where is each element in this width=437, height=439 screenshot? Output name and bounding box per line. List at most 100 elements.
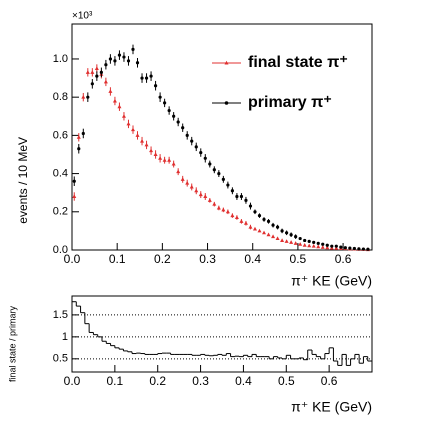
y-tick-label: 1 — [62, 331, 68, 343]
x-tick-label: 0.3 — [199, 252, 216, 266]
x-tick-label: 0.6 — [335, 252, 352, 266]
data-point — [140, 138, 145, 143]
data-point — [180, 177, 185, 181]
data-point — [190, 139, 194, 143]
data-point — [189, 184, 194, 189]
data-point — [221, 207, 226, 212]
y-multiplier: ×10³ — [72, 11, 93, 22]
x-tick-label: 0.3 — [192, 374, 209, 388]
data-point — [94, 66, 99, 71]
data-point — [289, 233, 293, 237]
data-point — [262, 230, 267, 235]
data-point — [108, 89, 113, 93]
data-point — [126, 121, 131, 126]
data-point — [253, 210, 257, 214]
data-point — [199, 150, 203, 155]
legend-marker — [224, 101, 229, 105]
data-point — [149, 148, 154, 153]
legend-label: primary π⁺ — [248, 94, 332, 111]
data-point — [266, 219, 271, 223]
y-axis-label: events / 10 MeV — [16, 137, 30, 224]
data-point — [167, 158, 172, 162]
data-point — [198, 192, 203, 197]
data-point — [234, 215, 239, 220]
data-point — [280, 229, 284, 233]
data-point — [325, 245, 330, 250]
data-point — [325, 243, 329, 247]
data-point — [103, 79, 108, 84]
data-point — [153, 84, 158, 88]
ratio-frame — [71, 295, 373, 373]
data-point — [221, 177, 225, 181]
data-point — [158, 156, 163, 160]
data-point — [162, 158, 167, 162]
data-point — [77, 147, 81, 151]
x-axis-label: π⁺ KE (GeV) — [291, 273, 372, 289]
data-point — [212, 168, 216, 172]
data-point — [239, 194, 244, 199]
data-point — [248, 224, 253, 229]
data-point — [339, 245, 343, 249]
data-point — [95, 74, 99, 78]
data-point — [226, 183, 230, 187]
y-tick-label: 0.8 — [53, 91, 68, 103]
y-tick-label: 1.0 — [53, 53, 68, 65]
ratio-y-axis-label: final state / primary — [7, 305, 17, 382]
legend-label: final state π⁺ — [248, 54, 348, 71]
y-tick-label: 0.5 — [53, 353, 68, 365]
data-point — [131, 47, 135, 52]
data-point — [294, 235, 298, 239]
data-point — [153, 152, 158, 156]
data-point — [158, 95, 162, 99]
data-point — [181, 126, 185, 130]
data-point — [122, 55, 126, 59]
data-point — [334, 244, 338, 248]
data-point — [176, 120, 180, 124]
data-point — [235, 194, 239, 199]
data-point — [289, 240, 294, 244]
data-point — [90, 70, 95, 74]
data-point — [257, 228, 262, 233]
data-point — [144, 142, 149, 147]
x-tick-label: 0.6 — [321, 374, 338, 388]
data-point — [266, 232, 271, 237]
y-tick-label: 0.0 — [53, 244, 68, 256]
data-point — [113, 59, 117, 63]
y-tick-label: 0.6 — [53, 129, 68, 141]
data-point — [307, 239, 311, 244]
data-point — [348, 246, 352, 250]
data-point — [357, 247, 361, 251]
data-point — [225, 209, 230, 214]
data-point — [81, 131, 85, 136]
data-point — [275, 236, 280, 241]
data-point — [320, 245, 325, 249]
x-tick-label: 0.4 — [235, 374, 252, 388]
data-point — [216, 205, 221, 210]
data-point — [275, 225, 280, 229]
data-point — [284, 239, 289, 243]
data-point — [307, 243, 312, 248]
data-point — [144, 76, 149, 80]
data-point — [172, 114, 176, 118]
data-point — [230, 189, 234, 193]
data-point — [167, 108, 171, 113]
data-point — [248, 204, 253, 208]
data-point — [239, 219, 244, 223]
data-point — [330, 244, 334, 248]
data-point — [117, 53, 122, 57]
x-tick-label: 0.5 — [278, 374, 295, 388]
data-point — [352, 246, 356, 251]
data-point — [185, 133, 189, 137]
x-tick-label: 0.1 — [107, 374, 124, 388]
data-point — [244, 198, 248, 202]
data-point — [117, 104, 122, 109]
data-point — [149, 74, 153, 78]
data-point — [176, 169, 181, 174]
x-tick-label: 0.2 — [154, 252, 171, 266]
data-point — [135, 133, 140, 137]
data-point — [280, 238, 285, 242]
data-point — [112, 98, 117, 103]
data-point — [285, 231, 289, 235]
data-point — [230, 213, 235, 218]
data-point — [334, 246, 339, 250]
